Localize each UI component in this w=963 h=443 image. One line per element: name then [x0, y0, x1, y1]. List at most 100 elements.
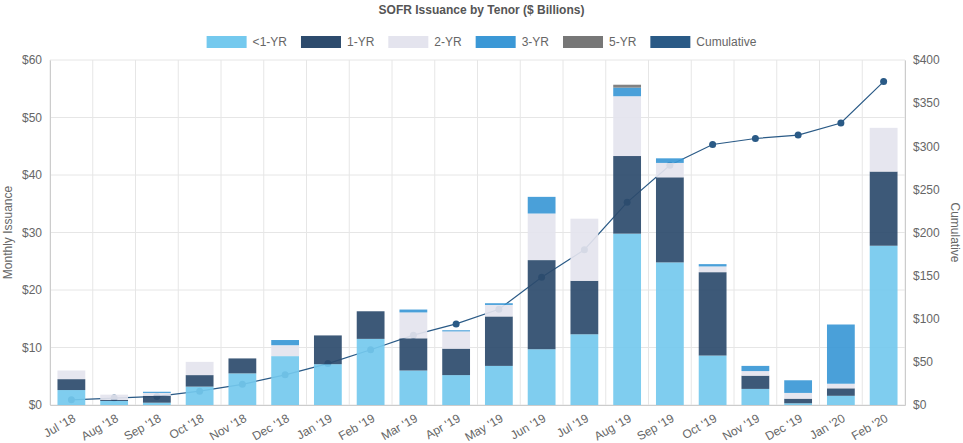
bar	[357, 339, 385, 405]
grid-line-vertical	[563, 60, 564, 405]
legend-swatch	[301, 36, 341, 48]
bar	[827, 384, 855, 389]
bar	[528, 349, 556, 405]
bar	[228, 358, 256, 359]
bar	[699, 266, 727, 272]
tick: $0	[29, 398, 50, 412]
grid-line-vertical	[263, 60, 264, 405]
tick: $30	[22, 226, 50, 240]
grid-line-vertical	[434, 60, 435, 405]
legend-item: <1-YR	[207, 35, 288, 49]
line-marker	[709, 141, 716, 148]
tick-label: Sep '18	[122, 411, 164, 443]
bar-series	[57, 96, 897, 400]
tick: $20	[22, 283, 50, 297]
grid-line-vertical	[349, 60, 350, 405]
bar	[528, 197, 556, 214]
line-marker	[837, 119, 844, 126]
bar	[570, 218, 598, 219]
tick: Oct '19	[680, 405, 720, 442]
bar	[613, 88, 641, 97]
grid-line-vertical	[734, 60, 735, 405]
tick-label: $30	[22, 226, 42, 240]
tick: Jul '19	[554, 405, 591, 440]
bar	[741, 365, 769, 366]
bar	[100, 395, 128, 400]
tick: $300	[905, 140, 940, 154]
tick-label: $40	[22, 168, 42, 182]
tick: Mar '19	[379, 405, 421, 443]
bar	[100, 394, 128, 395]
bar	[57, 390, 85, 405]
tick-label: $350	[913, 96, 940, 110]
bar	[528, 260, 556, 349]
bar	[57, 370, 85, 371]
tick: Feb '19	[336, 405, 378, 443]
bar	[570, 218, 598, 219]
bar	[784, 393, 812, 399]
bar-series	[143, 88, 855, 393]
bar	[143, 396, 171, 403]
bar	[827, 325, 855, 384]
bar	[784, 403, 812, 405]
tick: Jan '20	[807, 405, 847, 442]
tick: Nov '18	[207, 405, 249, 443]
tick-label: $50	[913, 355, 933, 369]
tick: $350	[905, 96, 940, 110]
bar	[485, 305, 513, 317]
bar	[228, 358, 256, 359]
bar	[699, 264, 727, 266]
tick-label: Aug '18	[79, 411, 121, 443]
tick-label: Mar '19	[379, 411, 421, 443]
tick-label: Nov '19	[720, 411, 762, 443]
grid-line-vertical	[92, 60, 93, 405]
grid-line-vertical	[648, 60, 649, 405]
bar	[656, 158, 684, 163]
bar	[314, 335, 342, 364]
bar	[613, 85, 641, 88]
tick: $60	[22, 53, 50, 67]
x-axis: Jul '18Aug '18Sep '18Oct '18Nov '18Dec '…	[41, 405, 905, 443]
legend-item: 5-YR	[563, 35, 637, 49]
bar	[741, 389, 769, 405]
tick: Aug '19	[592, 405, 634, 443]
bar	[143, 393, 171, 396]
tick: Sep '18	[122, 405, 164, 443]
tick: Jul '18	[41, 405, 78, 440]
bar	[314, 335, 342, 336]
line-marker	[752, 135, 759, 142]
tick-label: $50	[22, 111, 42, 125]
tick-label: $200	[913, 226, 940, 240]
tick-label: Oct '18	[167, 411, 207, 442]
grid-line-vertical	[135, 60, 136, 405]
bar-series	[57, 234, 897, 405]
tick-label: $0	[913, 398, 927, 412]
bar	[186, 361, 214, 362]
bar	[827, 388, 855, 395]
tick: $50	[22, 111, 50, 125]
legend-label: 1-YR	[347, 35, 375, 49]
grid-line-vertical	[392, 60, 393, 405]
grid-line-vertical	[862, 60, 863, 405]
legend-swatch	[388, 36, 428, 48]
bar	[399, 309, 427, 310]
bar	[870, 127, 898, 128]
bar	[656, 262, 684, 405]
bar	[656, 177, 684, 262]
bar	[485, 303, 513, 305]
tick-label: $60	[22, 53, 42, 67]
tick: Feb '20	[849, 405, 891, 443]
axis-line	[50, 61, 51, 406]
bar	[228, 373, 256, 405]
chart: SOFR Issuance by Tenor ($ Billions)$0$10…	[0, 0, 963, 443]
tick-label: Jul '18	[41, 411, 78, 440]
bar	[699, 356, 727, 405]
bar	[314, 364, 342, 405]
tick: $150	[905, 269, 940, 283]
bar	[442, 375, 470, 405]
axis-line	[51, 405, 906, 406]
bar	[271, 340, 299, 341]
tick: May '19	[462, 405, 505, 443]
bar	[271, 356, 299, 405]
bar	[528, 196, 556, 197]
